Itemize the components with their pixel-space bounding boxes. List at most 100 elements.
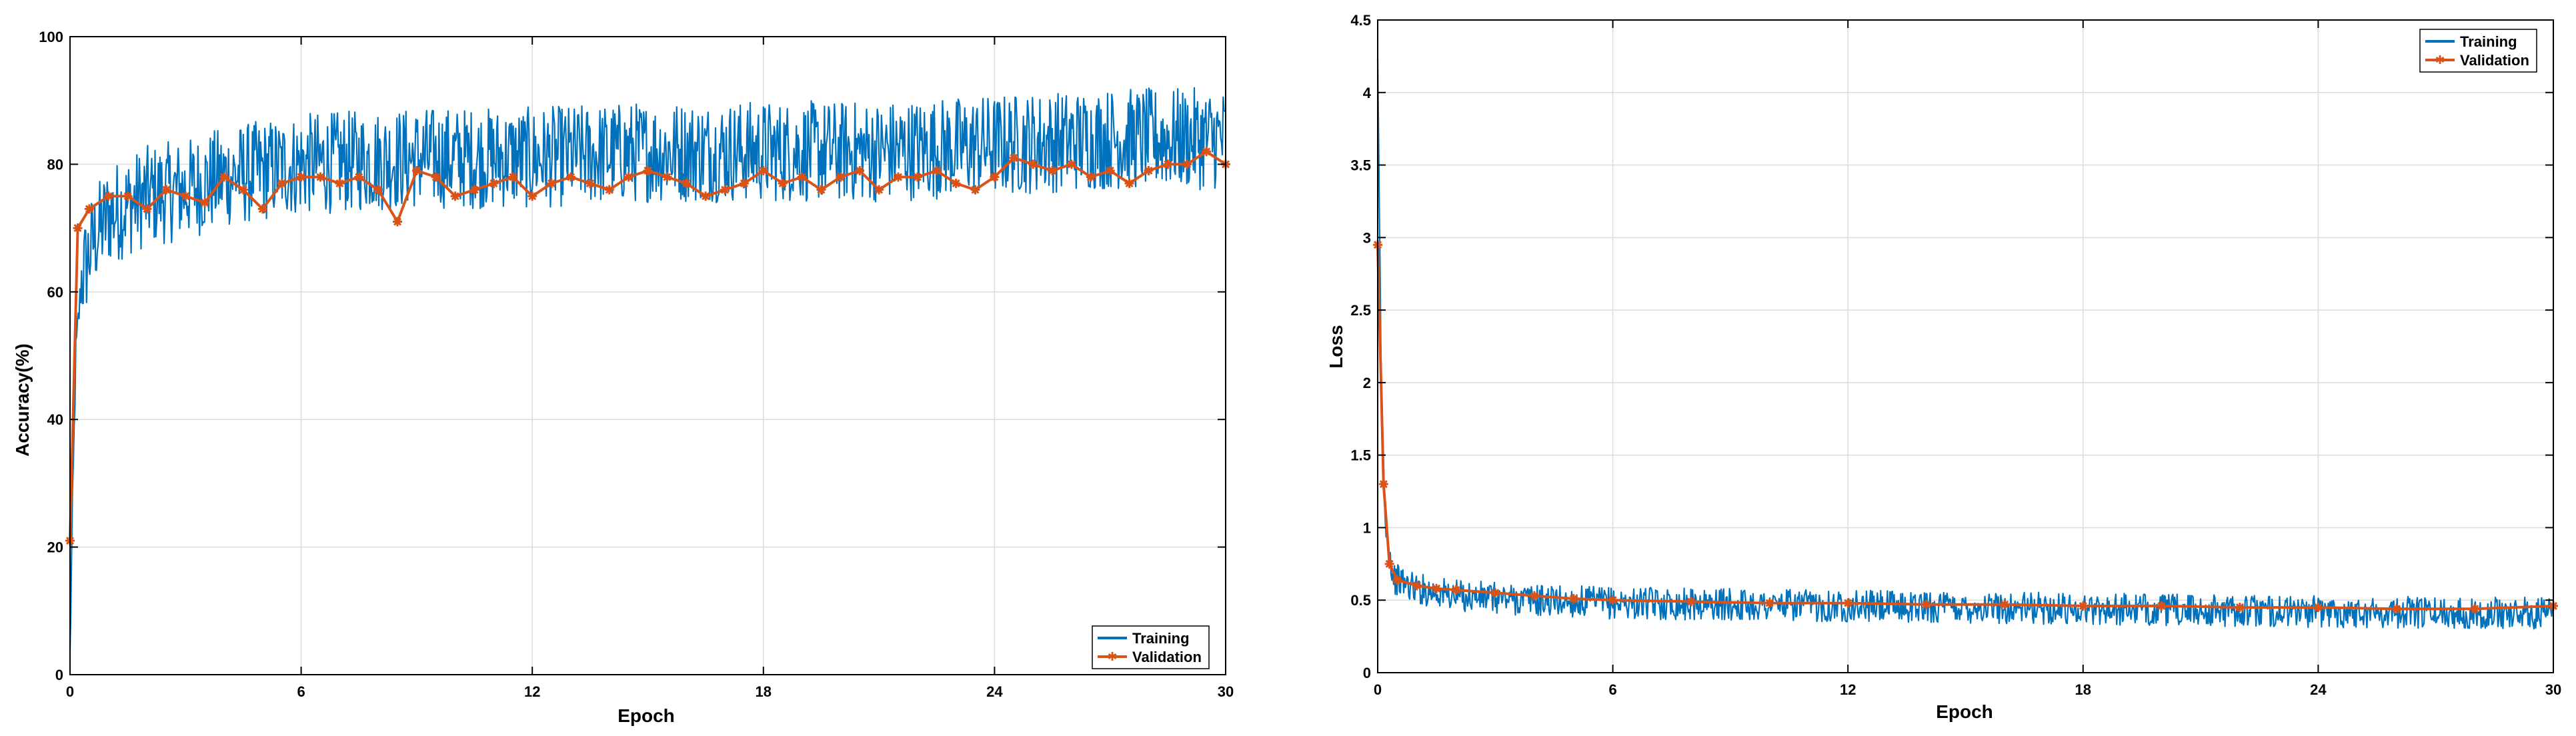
loss-validation-point (2470, 604, 2480, 614)
accuracy-validation-point (758, 165, 768, 175)
accuracy-validation-point (238, 185, 248, 195)
loss-training-series (1376, 58, 2555, 630)
loss-validation-point (1530, 591, 1540, 601)
loss-validation-point (1608, 595, 1618, 605)
loss-x-tick-labels: 0 6 12 18 24 30 (1374, 681, 2561, 698)
accuracy-x-axis-label: Epoch (617, 705, 675, 726)
loss-validation-point (2157, 601, 2167, 611)
accuracy-validation-point (1144, 165, 1154, 175)
loss-validation-point (1843, 598, 1853, 608)
accuracy-legend: Training ✱ Validation (1092, 625, 1210, 669)
loss-validation-point (1568, 594, 1578, 604)
accuracy-validation-point (662, 172, 672, 182)
loss-x-tick-label: 12 (1840, 681, 1856, 698)
accuracy-y-tick-label: 20 (47, 539, 63, 556)
loss-training-line (1376, 58, 2555, 630)
accuracy-validation-point (1048, 165, 1058, 175)
accuracy-validation-point (200, 197, 210, 207)
accuracy-validation-point (393, 217, 403, 227)
accuracy-validation-point (469, 185, 479, 195)
accuracy-validation-point (1124, 179, 1134, 189)
loss-legend-validation-marker: ✱ (2435, 53, 2445, 67)
accuracy-validation-point (1066, 159, 1076, 169)
accuracy-validation-point (450, 191, 460, 201)
accuracy-validation-point (932, 165, 942, 175)
accuracy-validation-point (1009, 153, 1019, 163)
accuracy-x-tick-label: 12 (524, 683, 540, 700)
loss-validation-point (1490, 588, 1500, 598)
accuracy-validation-point (604, 185, 614, 195)
accuracy-validation-point (547, 179, 557, 189)
accuracy-validation-point (585, 179, 595, 189)
accuracy-validation-point (720, 185, 730, 195)
loss-legend-box (2419, 29, 2537, 73)
accuracy-training-series (69, 87, 1226, 649)
accuracy-validation-point (970, 185, 980, 195)
loss-validation-point (1764, 598, 1774, 608)
accuracy-validation-point (335, 179, 345, 189)
accuracy-validation-point (219, 172, 229, 182)
loss-y-tick-label: 3.5 (1350, 157, 1371, 174)
accuracy-validation-point (296, 172, 306, 182)
accuracy-validation-point (508, 172, 518, 182)
accuracy-validation-point (103, 191, 113, 201)
loss-validation-point (2313, 603, 2323, 613)
accuracy-legend-validation-label: Validation (1132, 649, 1202, 665)
loss-y-tick-label: 0 (1363, 665, 1371, 681)
accuracy-legend-training-label: Training (1132, 630, 1190, 647)
loss-y-tick-label: 2.5 (1350, 302, 1371, 319)
loss-validation-point (1451, 585, 1461, 595)
accuracy-validation-point (565, 172, 575, 182)
accuracy-x-tick-label: 0 (66, 683, 74, 700)
accuracy-validation-point (912, 172, 922, 182)
accuracy-validation-point (257, 204, 267, 214)
accuracy-plot-frame (69, 36, 1226, 675)
loss-y-axis-label: Loss (1326, 325, 1346, 368)
accuracy-validation-point (142, 204, 152, 214)
loss-y-tick-label: 0.5 (1350, 592, 1371, 609)
loss-y-tick-label: 1 (1363, 519, 1371, 536)
accuracy-validation-point (1182, 159, 1192, 169)
accuracy-validation-point (951, 179, 961, 189)
accuracy-y-tick-label: 40 (47, 411, 63, 428)
accuracy-validation-point (411, 165, 421, 175)
accuracy-y-tick-label: 80 (47, 156, 63, 173)
accuracy-x-tick-label: 24 (986, 683, 1003, 700)
accuracy-validation-point (527, 191, 537, 201)
loss-x-tick-label: 0 (1374, 681, 1382, 698)
loss-validation-point (2391, 604, 2401, 614)
accuracy-validation-point (489, 179, 499, 189)
loss-y-tick-label: 2 (1363, 375, 1371, 391)
loss-y-tick-labels: 0 0.5 1 1.5 2 2.5 3 3.5 4 4.5 (1350, 12, 1371, 681)
accuracy-y-tick-label: 60 (47, 284, 63, 301)
accuracy-y-axis-label: Accuracy(%) (12, 343, 33, 457)
accuracy-legend-validation-marker: ✱ (1107, 650, 1117, 664)
accuracy-validation-point (874, 185, 884, 195)
loss-y-tick-label: 4.5 (1350, 12, 1371, 29)
loss-y-tick-label: 1.5 (1350, 447, 1371, 464)
accuracy-validation-point (701, 191, 711, 201)
accuracy-validation-point (354, 172, 364, 182)
loss-plot-frame (1377, 19, 2554, 673)
accuracy-validation-point (161, 185, 171, 195)
loss-validation-point (1378, 479, 1388, 489)
accuracy-validation-point (855, 165, 865, 175)
accuracy-y-tick-labels: 0 20 40 60 80 100 (39, 29, 63, 683)
accuracy-x-tick-label: 30 (1218, 683, 1234, 700)
loss-validation-point (1432, 583, 1442, 593)
accuracy-validation-point (1028, 159, 1038, 169)
accuracy-validation-point (623, 172, 633, 182)
accuracy-validation-point (373, 185, 383, 195)
accuracy-x-tick-label: 6 (297, 683, 305, 700)
accuracy-validation-point (315, 172, 325, 182)
accuracy-validation-point (1202, 147, 1212, 157)
accuracy-validation-series (65, 147, 1230, 546)
accuracy-validation-point (739, 179, 749, 189)
loss-x-axis-label: Epoch (1936, 701, 1993, 722)
accuracy-validation-point (123, 191, 133, 201)
accuracy-tick-marks (69, 36, 1226, 675)
accuracy-chart: 0 6 12 18 24 30 0 20 40 60 80 100 Epoch Accuracy(%… (12, 29, 1234, 726)
loss-validation-point (1686, 597, 1696, 607)
